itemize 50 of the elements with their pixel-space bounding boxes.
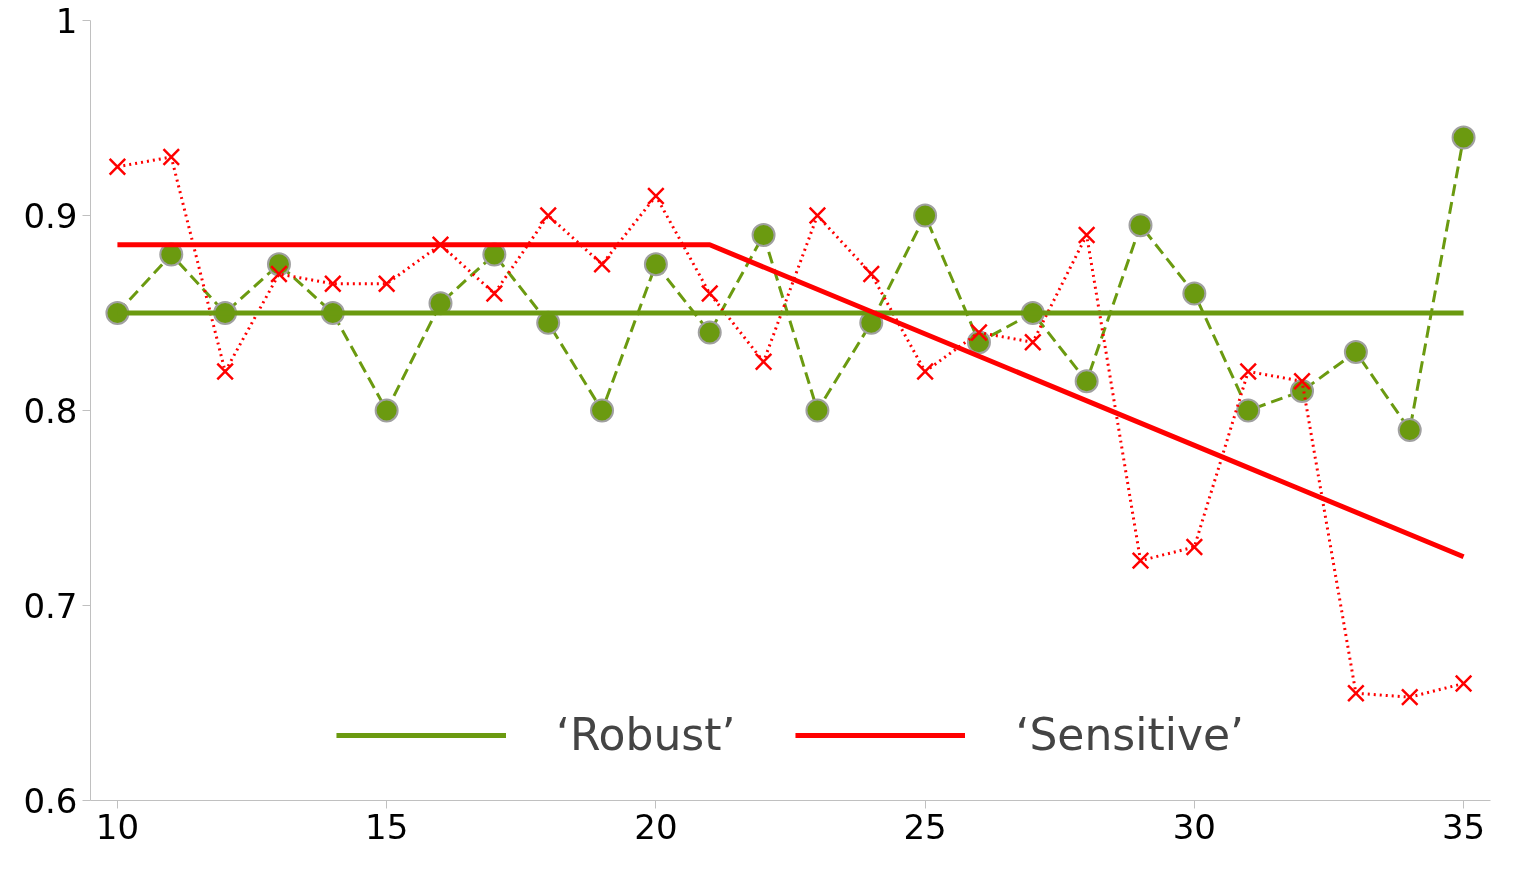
point [751,223,776,247]
point [1236,398,1261,423]
point [1023,333,1042,352]
point [431,235,450,254]
x-tick-label: 25 [903,806,947,847]
y-tick-label: 0.7 [23,586,78,626]
legend-label: ‘Robust’ [555,709,736,760]
point [323,274,342,293]
point [590,398,615,423]
point [643,252,668,277]
point [805,398,830,423]
point [1454,674,1473,693]
point [1400,688,1419,707]
point [1128,213,1153,238]
x-tick-label: 15 [365,806,409,847]
y-tick-label: 1 [55,1,78,41]
y-tick-label: 0.9 [23,196,78,236]
point [754,352,773,371]
point [1182,281,1207,306]
point [700,284,719,303]
point [862,264,881,284]
point [1239,362,1258,381]
point [539,206,558,225]
legend-label: ‘Sensitive’ [1015,709,1245,760]
point [377,274,396,293]
point [808,206,827,225]
point [1074,369,1099,394]
point [374,398,399,423]
point [646,186,665,206]
point [216,362,235,381]
point [1343,340,1368,364]
point [162,147,181,167]
point [1131,551,1150,570]
x-tick-label: 30 [1172,806,1216,847]
x-tick-label: 10 [95,806,140,847]
point [697,320,722,345]
point [593,255,612,274]
point [1077,225,1096,245]
point [485,284,504,303]
point [1346,684,1365,703]
point [916,362,935,381]
point [913,203,938,228]
point [1451,125,1476,150]
point [1185,537,1204,557]
y-tick-label: 0.8 [23,391,78,431]
x-tick-label: 20 [634,806,678,847]
point [108,157,127,176]
point [1397,418,1422,442]
y-tick-label: 0.6 [23,781,78,821]
x-tick-label: 35 [1441,806,1486,847]
